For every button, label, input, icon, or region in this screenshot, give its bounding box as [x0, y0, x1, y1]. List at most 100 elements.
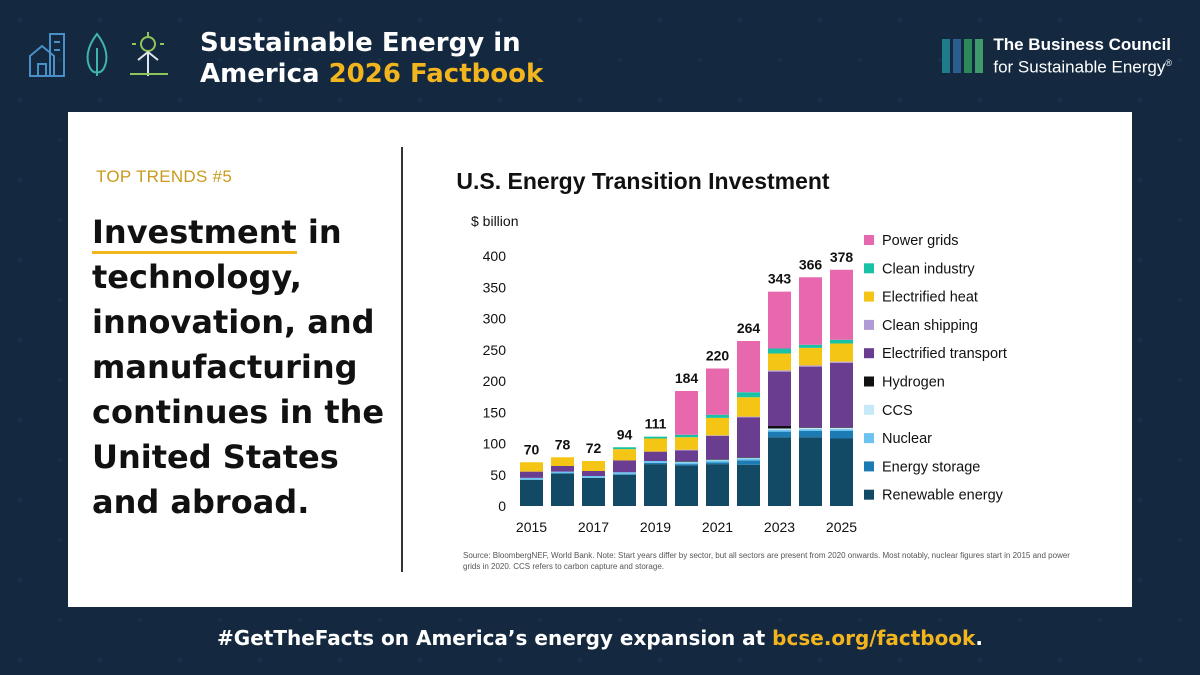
bar-segment: [830, 438, 853, 506]
brand-name-line1: The Business Council: [993, 35, 1171, 54]
bar-segment: [644, 451, 667, 461]
legend-label: Energy storage: [882, 459, 980, 475]
bar-segment: [799, 277, 822, 345]
bars: [520, 269, 853, 506]
bar-total-label: 94: [617, 426, 633, 442]
y-tick-label: 50: [490, 467, 506, 483]
bar-segment: [830, 269, 853, 340]
legend-swatch: [864, 376, 874, 387]
bar-segment: [737, 460, 760, 465]
bar-segment: [737, 464, 760, 506]
y-tick-label: 0: [498, 498, 506, 514]
header: Sustainable Energy in America 2026 Factb…: [0, 0, 1200, 110]
bar-segment: [644, 438, 667, 452]
brand-name-line2: for Sustainable Energy: [993, 57, 1166, 77]
x-tick-label: 2021: [702, 519, 733, 535]
bar-segment: [830, 361, 853, 363]
bar-segment: [551, 471, 574, 474]
bar-segment: [830, 339, 853, 344]
bar-segment: [706, 414, 729, 418]
header-title-line1: Sustainable Energy in: [200, 28, 521, 58]
legend-swatch: [864, 433, 874, 444]
trend-tag: TOP TRENDS #5: [96, 167, 233, 186]
bar-segment: [582, 476, 605, 478]
bar-segment: [675, 465, 698, 506]
bar-segment: [768, 353, 791, 371]
bar-segment: [520, 477, 543, 480]
legend-swatch: [864, 404, 874, 415]
bar-segment: [551, 457, 574, 466]
bar-total-label: 70: [524, 441, 540, 457]
bar-segment: [644, 436, 667, 439]
footer-link[interactable]: bcse.org/factbook: [772, 626, 976, 650]
bar-segment: [799, 427, 822, 430]
bar-segment: [675, 437, 698, 450]
footer: #GetTheFacts on America’s energy expansi…: [0, 626, 1200, 650]
brand-logo-link[interactable]: The Business Council for Sustainable Ene…: [942, 36, 1172, 77]
legend-swatch: [864, 489, 874, 500]
y-tick-label: 350: [483, 279, 507, 295]
legend-swatch: [864, 235, 874, 245]
bar-total-label: 111: [645, 416, 667, 432]
legend-label: CCS: [882, 403, 913, 419]
bar-segment: [737, 457, 760, 458]
bar-segment: [830, 429, 853, 431]
bar-total-label: 184: [675, 370, 699, 386]
logo-bar-1: [942, 39, 951, 74]
bar-segment: [706, 464, 729, 506]
bar-segment: [768, 429, 791, 432]
bar-segment: [706, 435, 729, 436]
header-title-plain: America: [200, 59, 329, 89]
bar-total-label: 378: [830, 249, 854, 265]
bar-segment: [644, 464, 667, 506]
bar-segment: [737, 457, 760, 459]
footer-end: .: [975, 626, 983, 650]
bar-segment: [799, 427, 822, 428]
bar-segment: [613, 449, 636, 461]
bar-segment: [551, 466, 574, 472]
bar-segment: [737, 458, 760, 461]
bar-segment: [520, 471, 543, 478]
headline: Investment in technology, innovation, an…: [92, 210, 392, 525]
bar-segment: [706, 460, 729, 463]
bar-total-label: 220: [706, 348, 730, 364]
bar-segment: [613, 474, 636, 475]
y-tick-label: 150: [483, 404, 507, 420]
headline-key-word: Investment: [92, 213, 297, 254]
bar-segment: [768, 371, 791, 426]
bar-total-label: 264: [737, 320, 761, 336]
divider: [401, 147, 403, 572]
header-icons: [28, 30, 172, 78]
total-labels: 70 78 72 94 111 184 220 264 343 366 378: [524, 249, 854, 458]
source-note: Source: BloombergNEF, World Bank. Note: …: [463, 551, 1070, 571]
bar-segment: [613, 447, 636, 450]
content-card: TOP TRENDS #5 Investment in technology, …: [68, 112, 1132, 607]
header-title: Sustainable Energy in America 2026 Factb…: [200, 28, 543, 90]
y-tick-label: 400: [483, 248, 507, 264]
legend: Power grids Clean industry Electrified hea…: [864, 233, 1007, 504]
bar-segment: [830, 427, 853, 430]
wind-solar-icon: [130, 32, 168, 76]
brand-registered-mark: ®: [1165, 58, 1172, 68]
bar-segment: [830, 427, 853, 428]
legend-swatch: [864, 291, 874, 302]
bar-segment: [799, 344, 822, 348]
legend-swatch: [864, 319, 874, 330]
bar-segment: [830, 431, 853, 439]
bar-segment: [551, 473, 574, 506]
brand-name-line2-wrap: for Sustainable Energy®: [993, 54, 1172, 77]
bar-total-label: 72: [586, 440, 602, 456]
bar-segment: [768, 370, 791, 372]
bar-segment: [768, 428, 791, 430]
bar-segment: [706, 459, 729, 461]
chart-area: U.S. Energy Transition Investment $ bill…: [408, 152, 1128, 592]
bar-segment: [520, 462, 543, 472]
bar-segment: [582, 477, 605, 506]
bar-segment: [768, 426, 791, 429]
bar-segment: [706, 368, 729, 415]
bar-segment: [768, 437, 791, 506]
bar-total-label: 366: [799, 256, 823, 272]
bar-segment: [768, 291, 791, 349]
logo-bar-2: [953, 39, 962, 74]
